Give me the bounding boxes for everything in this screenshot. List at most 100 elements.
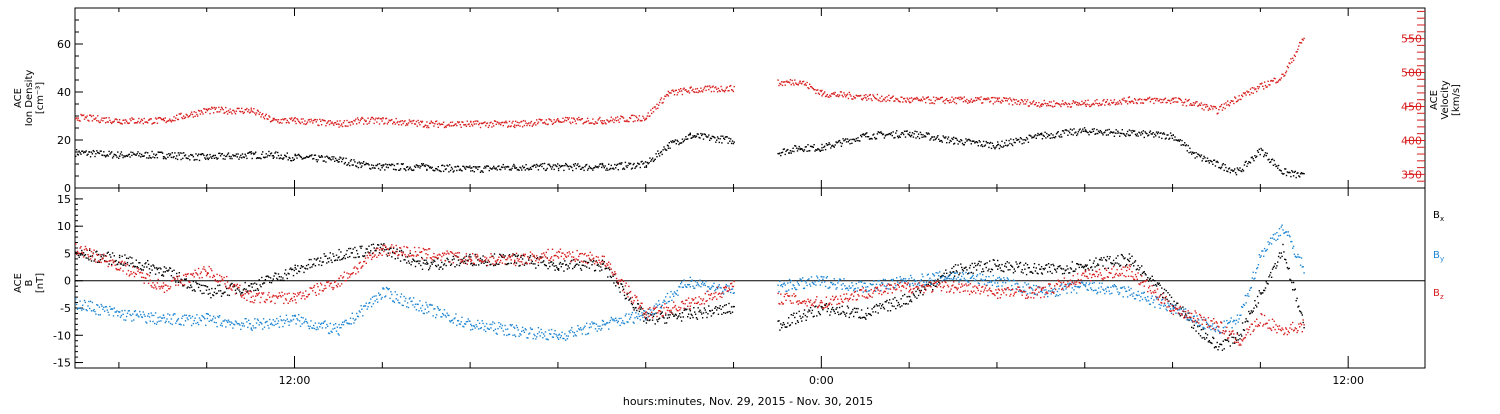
velocity-point xyxy=(430,123,431,124)
density-point xyxy=(451,167,452,168)
by-point xyxy=(394,302,395,303)
velocity-point xyxy=(419,124,420,125)
density-point xyxy=(533,166,534,167)
velocity-point xyxy=(993,97,994,98)
bx-point xyxy=(913,293,914,294)
density-point xyxy=(280,157,281,158)
bx-point xyxy=(260,286,261,287)
velocity-point xyxy=(956,103,957,104)
by-point xyxy=(194,318,195,319)
density-point xyxy=(1004,142,1005,143)
velocity-point xyxy=(363,123,364,124)
density-point xyxy=(1070,129,1071,130)
by-point xyxy=(612,320,613,321)
density-point xyxy=(731,143,732,144)
bx-point xyxy=(168,269,169,270)
velocity-point xyxy=(1201,102,1202,103)
velocity-point xyxy=(917,98,918,99)
by-point xyxy=(616,320,617,321)
density-point xyxy=(992,143,993,144)
velocity-point xyxy=(562,118,563,119)
bx-point xyxy=(293,275,294,276)
density-point xyxy=(657,150,658,151)
bx-point xyxy=(355,257,356,258)
by-point xyxy=(617,322,618,323)
density-point xyxy=(511,168,512,169)
by-point xyxy=(504,334,505,335)
velocity-point xyxy=(1095,103,1096,104)
velocity-point xyxy=(955,97,956,98)
by-point xyxy=(89,308,90,309)
bx-point xyxy=(306,265,307,266)
density-point xyxy=(1045,137,1046,138)
density-point xyxy=(324,156,325,157)
bx-point xyxy=(861,309,862,310)
by-point xyxy=(403,305,404,306)
bx-point xyxy=(832,307,833,308)
by-point xyxy=(415,304,416,305)
by-point xyxy=(219,315,220,316)
bx-point xyxy=(425,260,426,261)
bx-point xyxy=(336,255,337,256)
density-point xyxy=(1096,129,1097,130)
bx-point xyxy=(186,278,187,279)
velocity-point xyxy=(193,116,194,117)
by-point xyxy=(455,313,456,314)
bx-point xyxy=(309,267,310,268)
density-point xyxy=(911,135,912,136)
density-point xyxy=(361,165,362,166)
by-point xyxy=(424,313,425,314)
bx-point xyxy=(281,279,282,280)
bx-point xyxy=(1000,267,1001,268)
magnetic-tick-label: -10 xyxy=(53,329,71,342)
density-point xyxy=(465,169,466,170)
velocity-point xyxy=(231,113,232,114)
velocity-point xyxy=(144,118,145,119)
velocity-point xyxy=(564,120,565,121)
by-point xyxy=(641,312,642,313)
bx-point xyxy=(157,269,158,270)
by-point xyxy=(148,313,149,314)
density-point xyxy=(148,157,149,158)
by-point xyxy=(421,310,422,311)
by-point xyxy=(642,317,643,318)
density-point xyxy=(586,164,587,165)
by-point xyxy=(166,318,167,319)
density-point xyxy=(851,143,852,144)
by-point xyxy=(326,324,327,325)
velocity-point xyxy=(256,112,257,113)
velocity-point xyxy=(1148,98,1149,99)
velocity-point xyxy=(1060,106,1061,107)
bx-point xyxy=(295,265,296,266)
bx-point xyxy=(618,282,619,283)
velocity-point xyxy=(999,97,1000,98)
density-point xyxy=(957,143,958,144)
velocity-point xyxy=(882,100,883,101)
density-point xyxy=(370,168,371,169)
density-point xyxy=(102,155,103,156)
bx-point xyxy=(400,260,401,261)
bx-point xyxy=(542,261,543,262)
velocity-point xyxy=(865,97,866,98)
bx-point xyxy=(1048,263,1049,264)
velocity-point xyxy=(1224,103,1225,104)
bx-point xyxy=(271,282,272,283)
bx-point xyxy=(846,313,847,314)
density-point xyxy=(1252,156,1253,157)
bx-point xyxy=(810,307,811,308)
density-point xyxy=(550,166,551,167)
by-point xyxy=(691,280,692,281)
bx-point xyxy=(348,248,349,249)
density-point xyxy=(236,153,237,154)
velocity-point xyxy=(934,103,935,104)
bx-point xyxy=(830,311,831,312)
velocity-point xyxy=(963,101,964,102)
density-point xyxy=(1095,133,1096,134)
velocity-point xyxy=(514,124,515,125)
density-point xyxy=(75,156,76,157)
bx-point xyxy=(478,264,479,265)
bx-point xyxy=(1280,257,1281,258)
velocity-point xyxy=(1286,71,1287,72)
density-point xyxy=(425,164,426,165)
velocity-point xyxy=(506,122,507,123)
